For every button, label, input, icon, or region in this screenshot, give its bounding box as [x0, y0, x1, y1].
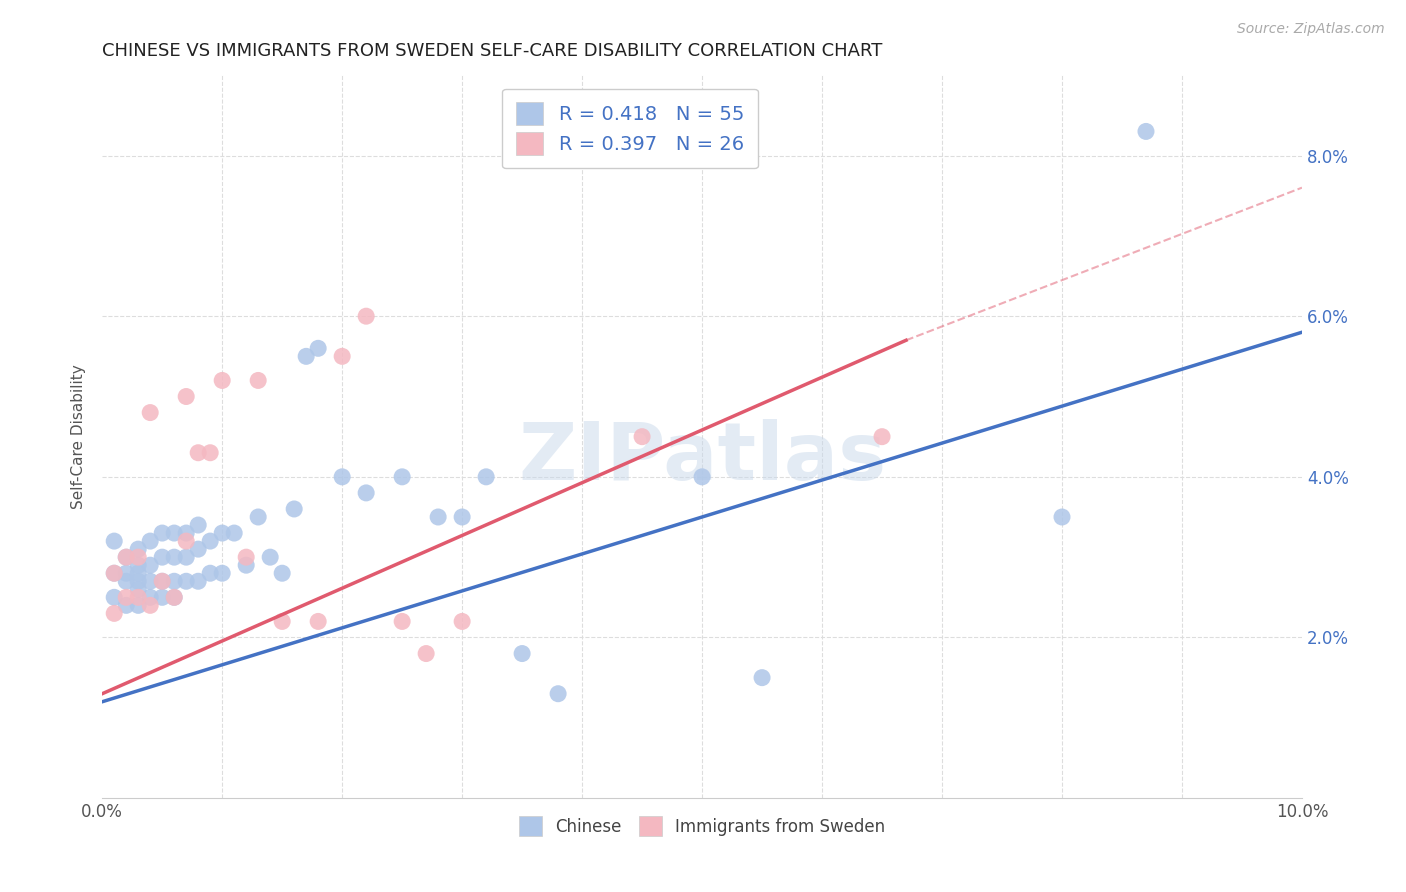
Point — [150, 574, 173, 589]
Point — [690, 470, 713, 484]
Point — [150, 550, 173, 565]
Point — [211, 526, 233, 541]
Point — [174, 550, 197, 565]
Point — [870, 430, 893, 444]
Point — [211, 374, 233, 388]
Point — [354, 309, 377, 323]
Point — [103, 566, 125, 581]
Point — [127, 582, 149, 597]
Legend: Chinese, Immigrants from Sweden: Chinese, Immigrants from Sweden — [510, 808, 894, 844]
Point — [115, 591, 138, 605]
Point — [163, 574, 186, 589]
Point — [283, 502, 305, 516]
Point — [247, 374, 270, 388]
Point — [475, 470, 498, 484]
Point — [163, 550, 186, 565]
Point — [127, 542, 149, 557]
Point — [174, 574, 197, 589]
Point — [127, 550, 149, 565]
Point — [235, 550, 257, 565]
Point — [174, 534, 197, 549]
Point — [211, 566, 233, 581]
Point — [139, 534, 162, 549]
Point — [139, 599, 162, 613]
Point — [631, 430, 654, 444]
Point — [139, 574, 162, 589]
Point — [547, 687, 569, 701]
Point — [139, 406, 162, 420]
Point — [103, 591, 125, 605]
Point — [1135, 124, 1157, 138]
Point — [150, 526, 173, 541]
Point — [115, 550, 138, 565]
Point — [115, 599, 138, 613]
Point — [139, 591, 162, 605]
Point — [187, 446, 209, 460]
Point — [115, 566, 138, 581]
Text: CHINESE VS IMMIGRANTS FROM SWEDEN SELF-CARE DISABILITY CORRELATION CHART: CHINESE VS IMMIGRANTS FROM SWEDEN SELF-C… — [103, 42, 883, 60]
Point — [139, 558, 162, 573]
Point — [391, 470, 413, 484]
Y-axis label: Self-Care Disability: Self-Care Disability — [72, 364, 86, 509]
Point — [163, 591, 186, 605]
Point — [451, 615, 474, 629]
Point — [354, 486, 377, 500]
Point — [427, 510, 450, 524]
Point — [510, 647, 533, 661]
Point — [163, 526, 186, 541]
Point — [224, 526, 246, 541]
Point — [187, 542, 209, 557]
Point — [115, 574, 138, 589]
Point — [127, 558, 149, 573]
Point — [235, 558, 257, 573]
Point — [150, 591, 173, 605]
Point — [127, 591, 149, 605]
Point — [330, 470, 353, 484]
Point — [259, 550, 281, 565]
Point — [103, 566, 125, 581]
Point — [150, 574, 173, 589]
Point — [115, 550, 138, 565]
Point — [198, 534, 221, 549]
Point — [127, 566, 149, 581]
Point — [187, 574, 209, 589]
Point — [247, 510, 270, 524]
Point — [271, 566, 294, 581]
Point — [127, 574, 149, 589]
Point — [391, 615, 413, 629]
Text: Source: ZipAtlas.com: Source: ZipAtlas.com — [1237, 22, 1385, 37]
Point — [103, 607, 125, 621]
Point — [103, 534, 125, 549]
Point — [198, 446, 221, 460]
Point — [1050, 510, 1073, 524]
Point — [307, 615, 329, 629]
Point — [127, 599, 149, 613]
Point — [415, 647, 437, 661]
Point — [174, 526, 197, 541]
Point — [751, 671, 773, 685]
Text: ZIPatlas: ZIPatlas — [517, 419, 886, 498]
Point — [198, 566, 221, 581]
Point — [330, 349, 353, 363]
Point — [271, 615, 294, 629]
Point — [451, 510, 474, 524]
Point — [187, 518, 209, 533]
Point — [163, 591, 186, 605]
Point — [174, 390, 197, 404]
Point — [307, 341, 329, 355]
Point — [295, 349, 318, 363]
